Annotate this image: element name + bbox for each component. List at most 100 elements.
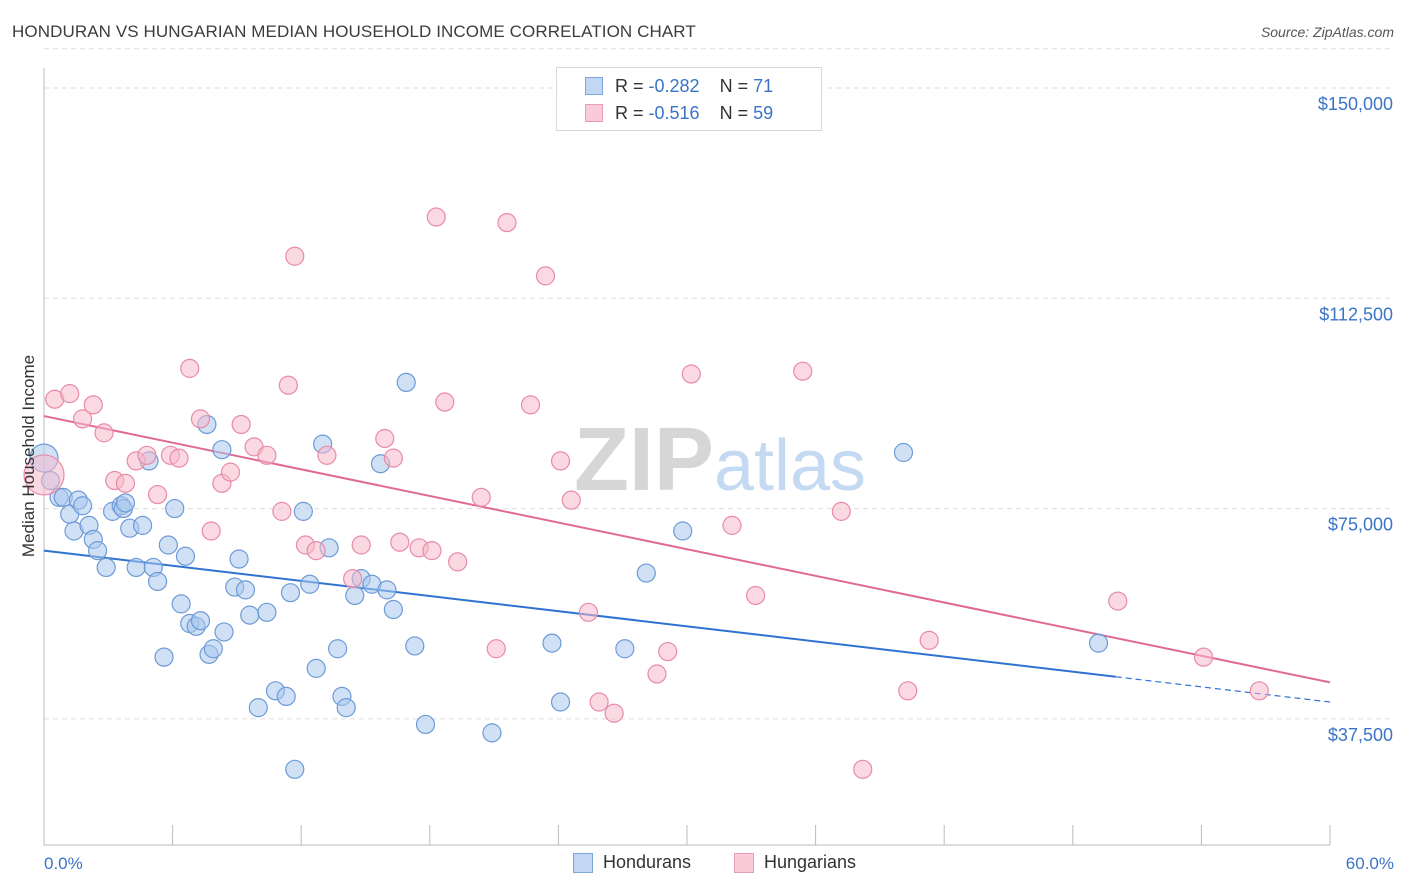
honduran-point (1088, 633, 1109, 653)
hungarian-point (94, 423, 114, 443)
honduran-point (482, 723, 502, 743)
hungarian-point (681, 364, 701, 384)
hungarian-point (272, 501, 292, 521)
hungarians-swatch (585, 104, 603, 122)
honduran-point (158, 535, 178, 555)
hungarian-point (343, 569, 363, 589)
hungarian-point (190, 409, 211, 429)
hungarian-point (60, 384, 80, 404)
hungarian-point (317, 445, 337, 465)
y-axis-title: Median Household Income (19, 355, 38, 557)
n-value: 71 (753, 76, 774, 96)
n-label: N = (719, 103, 749, 123)
hungarian-point (853, 759, 873, 779)
x-tick-label-min: 0.0% (44, 854, 83, 873)
hungarian-point (426, 207, 446, 227)
hungarian-point (1249, 681, 1269, 701)
hungarian-point (375, 428, 395, 449)
honduran-point (154, 647, 174, 667)
x-tick-label-max: 60.0% (1346, 854, 1394, 873)
hungarian-point (745, 585, 766, 606)
honduran-point (377, 580, 397, 600)
honduran-point (550, 692, 571, 712)
hungarian-point (169, 448, 189, 468)
honduran-point (235, 580, 256, 600)
hungarians-points (23, 207, 1269, 779)
hungarian-point (201, 521, 221, 541)
honduran-point (405, 636, 425, 656)
hungarian-point (147, 484, 168, 505)
hungarian-point (115, 473, 136, 493)
hungarian-point (422, 541, 442, 561)
r-value: -0.282 (648, 76, 700, 96)
hungarian-point (72, 409, 93, 429)
honduran-point (190, 611, 211, 631)
hungarian-point (220, 462, 241, 482)
honduran-point (87, 541, 108, 561)
honduran-point (415, 714, 436, 735)
hungarian-point (285, 246, 305, 266)
hungarian-point (722, 515, 742, 535)
hungarian-point (919, 630, 939, 650)
r-label: R = (615, 103, 644, 123)
hungarian-point (486, 639, 506, 659)
honduran-point (383, 599, 403, 620)
n-value: 59 (753, 103, 774, 123)
hungarian-point (831, 501, 851, 521)
honduran-point (240, 605, 260, 625)
hungarian-point (390, 532, 410, 552)
honduran-point (336, 698, 356, 718)
honduran-point (126, 557, 146, 578)
honduran-point (214, 622, 234, 642)
hungarian-point (647, 664, 667, 684)
source-credit: Source: ZipAtlas.com (1260, 24, 1394, 40)
honduran-point (396, 372, 416, 393)
hungarian-point (83, 395, 103, 415)
honduran-point (306, 658, 326, 678)
hungarian-point (278, 375, 298, 395)
hungarian-point (793, 361, 813, 381)
honduran-point (165, 498, 185, 519)
honduran-point (229, 549, 249, 569)
hondurans-points (29, 372, 1109, 779)
hungarian-point (898, 681, 918, 701)
y-tick-label: $75,000 (1328, 515, 1393, 535)
y-tick-label: $37,500 (1328, 725, 1393, 745)
hungarian-point (231, 414, 251, 435)
honduran-point (115, 493, 136, 513)
honduran-point (147, 571, 168, 592)
honduran-point (203, 639, 223, 659)
y-tick-label: $112,500 (1319, 304, 1393, 324)
hungarian-point (604, 703, 624, 723)
n-label: N = (719, 76, 749, 96)
y-tick-labels: $37,500 $75,000 $112,500 $150,000 (1318, 94, 1393, 745)
hungarian-point (257, 445, 277, 465)
hungarian-point (1108, 591, 1128, 611)
hungarian-point (658, 641, 678, 662)
hondurans-swatch (585, 77, 603, 95)
hungarian-point (578, 602, 599, 622)
hungarian-point (471, 487, 491, 507)
honduran-point (280, 583, 301, 603)
honduran-point (171, 594, 191, 614)
honduran-point (300, 574, 320, 594)
hungarian-point (180, 358, 200, 378)
r-label: R = (615, 76, 644, 96)
hungarians-legend-swatch (734, 853, 754, 873)
honduran-point (276, 686, 296, 707)
honduran-point (257, 602, 277, 622)
hungarian-point (306, 541, 326, 561)
honduran-point (893, 442, 914, 463)
watermark-zip: ZIP (574, 410, 714, 510)
honduran-point (285, 759, 305, 779)
stats-legend: R = -0.282 N = 71 R = -0.516 N = 59 (556, 67, 822, 131)
r-value: -0.516 (648, 103, 700, 123)
chart-title: HONDURAN VS HUNGARIAN MEDIAN HOUSEHOLD I… (12, 22, 696, 41)
hungarian-point (435, 392, 455, 412)
honduran-point (615, 639, 635, 659)
hungarian-point (448, 552, 468, 572)
hungarian-point (137, 445, 157, 465)
hungarian-point (383, 448, 403, 468)
hondurans-trend-extension (1115, 676, 1331, 703)
legend-label: Hungarians (764, 852, 857, 872)
